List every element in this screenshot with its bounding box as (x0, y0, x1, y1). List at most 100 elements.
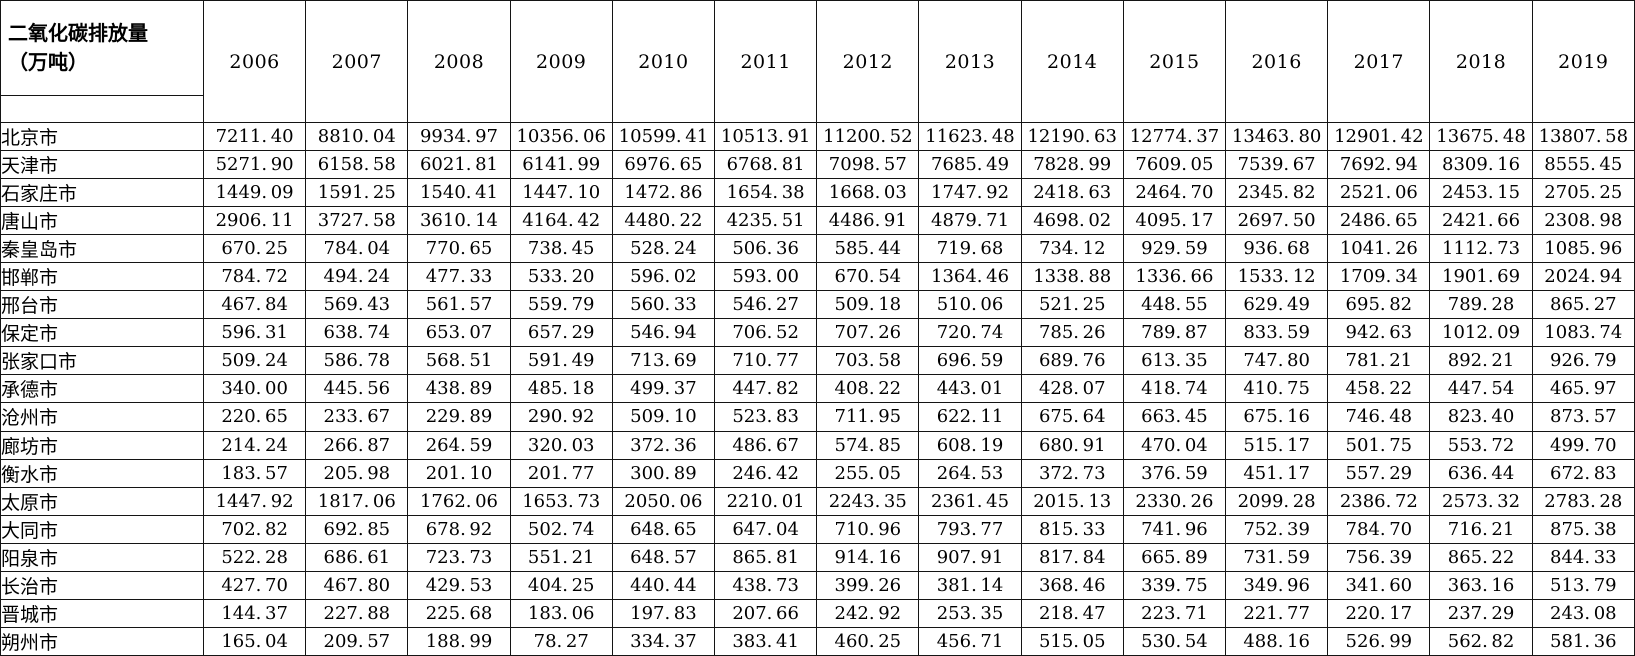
emission-value-cell: 2015. 13 (1020, 486, 1124, 516)
emission-value-cell: 201. 10 (407, 458, 511, 488)
emission-value-cell: 515. 17 (1225, 430, 1329, 460)
emission-value-cell: 223. 71 (1122, 598, 1227, 628)
emission-value-cell: 574. 85 (816, 430, 920, 460)
table-title-cell-inner: 二氧化碳排放量 （万吨） (1, 2, 203, 122)
emission-value-cell: 756. 39 (1327, 542, 1431, 572)
emission-value-cell: 696. 59 (918, 346, 1022, 376)
emission-value-cell: 4698. 02 (1020, 206, 1124, 236)
emission-value-cell: 568. 51 (407, 346, 511, 376)
emission-value-cell: 692. 85 (305, 514, 409, 544)
emission-value-cell: 581. 36 (1531, 626, 1635, 656)
year-header: 2012 (816, 0, 920, 123)
year-header: 2018 (1429, 0, 1533, 123)
emission-value-cell: 13463. 80 (1225, 121, 1329, 152)
emission-value-cell: 734. 12 (1020, 234, 1124, 264)
year-header: 2006 (202, 0, 307, 123)
emission-value-cell: 515. 05 (1020, 626, 1124, 656)
emission-value-cell: 12901. 42 (1327, 121, 1431, 152)
city-label-cell: 太原市 (0, 486, 204, 516)
emission-value-cell: 695. 82 (1327, 290, 1431, 320)
emission-value-cell: 647. 04 (714, 514, 818, 544)
table-row: 廊坊市 214. 24 266. 87 264. 59 320. 03 372. 36 48… (0, 430, 1635, 460)
emission-value-cell: 290. 92 (509, 402, 613, 432)
emission-value-cell: 559. 79 (509, 290, 613, 320)
emission-value-cell: 183. 06 (509, 598, 613, 628)
emission-value-cell: 1338. 88 (1020, 262, 1124, 292)
emission-value-cell: 300. 89 (611, 458, 716, 488)
emission-value-cell: 438. 73 (714, 570, 818, 600)
emission-value-cell: 381. 14 (918, 570, 1022, 600)
emission-value-cell: 2345. 82 (1225, 178, 1329, 208)
emission-value-cell: 1472. 86 (611, 178, 716, 208)
emission-value-cell: 711. 95 (816, 402, 920, 432)
emission-value-cell: 586. 78 (305, 346, 409, 376)
emission-value-cell: 752. 39 (1225, 514, 1329, 544)
emission-value-cell: 229. 89 (407, 402, 511, 432)
table-row: 衡水市 183. 57 205. 98 201. 10 201. 77 300. 89 24… (0, 458, 1635, 488)
city-label-cell: 大同市 (0, 514, 204, 544)
emission-value-cell: 1762. 06 (407, 486, 511, 516)
table-row: 太原市 1447. 92 1817. 06 1762. 06 1653. 73 2050.… (0, 486, 1635, 516)
emission-value-cell: 488. 16 (1225, 626, 1329, 656)
emission-value-cell: 720. 74 (918, 318, 1022, 348)
year-header: 2014 (1020, 0, 1124, 123)
table-row: 晋城市 144. 37 227. 88 225. 68 183. 06 197. 83 20… (0, 598, 1635, 628)
emission-value-cell: 188. 99 (407, 626, 511, 656)
emission-value-cell: 2024. 94 (1531, 262, 1635, 292)
emission-value-cell: 428. 07 (1020, 374, 1124, 404)
emission-value-cell: 823. 40 (1429, 402, 1533, 432)
emission-value-cell: 13675. 48 (1429, 121, 1533, 152)
emission-value-cell: 451. 17 (1225, 458, 1329, 488)
emission-value-cell: 2099. 28 (1225, 486, 1329, 516)
emission-value-cell: 675. 16 (1225, 402, 1329, 432)
emission-value-cell: 648. 65 (611, 514, 716, 544)
emission-value-cell: 1901. 69 (1429, 262, 1533, 292)
city-label-cell: 秦皇岛市 (0, 234, 204, 264)
emission-value-cell: 665. 89 (1122, 542, 1227, 572)
emission-value-cell: 220. 17 (1327, 598, 1431, 628)
emission-value-cell: 710. 96 (816, 514, 920, 544)
emission-value-cell: 1447. 10 (509, 178, 613, 208)
emission-value-cell: 4480. 22 (611, 206, 716, 236)
emission-value-cell: 220. 65 (202, 402, 307, 432)
emission-value-cell: 6141. 99 (509, 150, 613, 180)
emission-value-cell: 875. 38 (1531, 514, 1635, 544)
emission-value-cell: 253. 35 (918, 598, 1022, 628)
emission-value-cell: 833. 59 (1225, 318, 1329, 348)
emission-value-cell: 255. 05 (816, 458, 920, 488)
emission-value-cell: 1085. 96 (1531, 234, 1635, 264)
emission-value-cell: 546. 94 (611, 318, 716, 348)
emission-value-cell: 2573. 32 (1429, 486, 1533, 516)
emission-value-cell: 942. 63 (1327, 318, 1431, 348)
emission-value-cell: 1336. 66 (1122, 262, 1227, 292)
emission-value-cell: 533. 20 (509, 262, 613, 292)
table-row: 石家庄市 1449. 09 1591. 25 1540. 41 1447. 10 1472… (0, 178, 1635, 208)
emission-value-cell: 653. 07 (407, 318, 511, 348)
city-label-cell: 唐山市 (0, 206, 204, 236)
emission-value-cell: 144. 37 (202, 598, 307, 628)
emission-value-cell: 873. 57 (1531, 402, 1635, 432)
emission-value-cell: 731. 59 (1225, 542, 1329, 572)
year-header: 2009 (509, 0, 613, 123)
emission-value-cell: 2243. 35 (816, 486, 920, 516)
emission-value-cell: 2308. 98 (1531, 206, 1635, 236)
emission-value-cell: 6976. 65 (611, 150, 716, 180)
emission-value-cell: 13807. 58 (1531, 121, 1635, 152)
table-body: 北京市 7211. 40 8810. 04 9934. 97 10356. 06 1059… (0, 121, 1635, 656)
emission-value-cell: 926. 79 (1531, 346, 1635, 376)
emission-value-cell: 227. 88 (305, 598, 409, 628)
emission-value-cell: 936. 68 (1225, 234, 1329, 264)
emission-value-cell: 410. 75 (1225, 374, 1329, 404)
city-label-cell: 阳泉市 (0, 542, 204, 572)
year-header: 2007 (305, 0, 409, 123)
emission-value-cell: 770. 65 (407, 234, 511, 264)
emission-value-cell: 4235. 51 (714, 206, 818, 236)
emission-value-cell: 205. 98 (305, 458, 409, 488)
emission-value-cell: 467. 84 (202, 290, 307, 320)
emission-value-cell: 817. 84 (1020, 542, 1124, 572)
emission-value-cell: 706. 52 (714, 318, 818, 348)
emission-value-cell: 784. 04 (305, 234, 409, 264)
emission-value-cell: 7609. 05 (1122, 150, 1227, 180)
table-row: 唐山市 2906. 11 3727. 58 3610. 14 4164. 42 4480.… (0, 206, 1635, 236)
emission-value-cell: 741. 96 (1122, 514, 1227, 544)
